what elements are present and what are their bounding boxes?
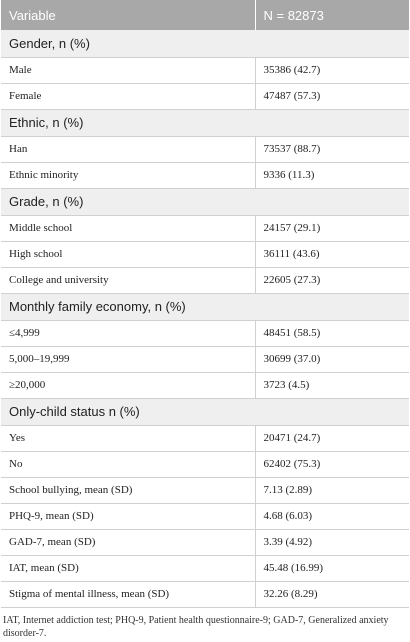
cell: Male — [1, 57, 255, 84]
cell: 7.13 (2.89) — [254, 477, 409, 504]
section-row: Gender, n (%) — [1, 30, 409, 58]
data-row: Yes 20471 (24.7) — [1, 425, 409, 452]
cell: Yes — [1, 425, 255, 452]
cell: 9336 (11.3) — [254, 162, 409, 189]
cell: GAD-7, mean (SD) — [1, 529, 255, 556]
table: Variable N = 82873 Gender, n (%) Male 35386 … — [1, 0, 409, 608]
footnote: IAT, Internet addiction test; PHQ-9, Pat… — [3, 614, 389, 639]
section-row: Ethnic, n (%) — [1, 109, 409, 137]
cell: 30699 (37.0) — [254, 346, 409, 373]
cell: 73537 (88.7) — [254, 136, 409, 163]
cell: 3.39 (4.92) — [254, 529, 409, 556]
data-row: ≤4,999 48451 (58.5) — [1, 320, 409, 347]
data-row: School bullying, mean (SD) 7.13 (2.89) — [1, 477, 409, 504]
cell: 22605 (27.3) — [254, 267, 409, 294]
cell: 3723 (4.5) — [254, 372, 409, 399]
cell: College and university — [1, 267, 255, 294]
section-cell: Grade, n (%) — [1, 188, 409, 216]
cell: No — [1, 451, 255, 478]
cell: 62402 (75.3) — [254, 451, 409, 478]
data-row: Han 73537 (88.7) — [1, 136, 409, 163]
cell: Han — [1, 136, 255, 163]
header-row: Variable N = 82873 — [1, 0, 409, 30]
data-row: Female 47487 (57.3) — [1, 83, 409, 110]
cell: 36111 (43.6) — [254, 241, 409, 268]
cell: School bullying, mean (SD) — [1, 477, 255, 504]
cell: 47487 (57.3) — [254, 83, 409, 110]
cell: 48451 (58.5) — [254, 320, 409, 347]
data-row: No 62402 (75.3) — [1, 451, 409, 478]
section-cell: Gender, n (%) — [1, 30, 409, 58]
data-row: College and university 22605 (27.3) — [1, 267, 409, 294]
section-cell: Only-child status n (%) — [1, 398, 409, 426]
header-cell: N = 82873 — [254, 0, 409, 30]
cell: 24157 (29.1) — [254, 215, 409, 242]
cell: 35386 (42.7) — [254, 57, 409, 84]
cell: 45.48 (16.99) — [254, 555, 409, 582]
section-row: Monthly family economy, n (%) — [1, 293, 409, 321]
data-row: High school 36111 (43.6) — [1, 241, 409, 268]
cell: 20471 (24.7) — [254, 425, 409, 452]
data-row: Ethnic minority 9336 (11.3) — [1, 162, 409, 189]
cell: Female — [1, 83, 255, 110]
section-row: Only-child status n (%) — [1, 398, 409, 426]
data-row: 5,000–19,999 30699 (37.0) — [1, 346, 409, 373]
cell: ≤4,999 — [1, 320, 255, 347]
data-row: PHQ-9, mean (SD) 4.68 (6.03) — [1, 503, 409, 530]
cell: ≥20,000 — [1, 372, 255, 399]
section-cell: Monthly family economy, n (%) — [1, 293, 409, 321]
section-row: Grade, n (%) — [1, 188, 409, 216]
cell: 5,000–19,999 — [1, 346, 255, 373]
cell: High school — [1, 241, 255, 268]
data-row: Middle school 24157 (29.1) — [1, 215, 409, 242]
cell: 32.26 (8.29) — [254, 581, 409, 608]
cell: Stigma of mental illness, mean (SD) — [1, 581, 255, 608]
data-row: Male 35386 (42.7) — [1, 57, 409, 84]
data-row: ≥20,000 3723 (4.5) — [1, 372, 409, 399]
cell: 4.68 (6.03) — [254, 503, 409, 530]
data-row: IAT, mean (SD) 45.48 (16.99) — [1, 555, 409, 582]
cell: PHQ-9, mean (SD) — [1, 503, 255, 530]
data-row: Stigma of mental illness, mean (SD) 32.26… — [1, 581, 409, 608]
section-cell: Ethnic, n (%) — [1, 109, 409, 137]
header-cell: Variable — [1, 0, 255, 30]
cell: Middle school — [1, 215, 255, 242]
cell: IAT, mean (SD) — [1, 555, 255, 582]
cell: Ethnic minority — [1, 162, 255, 189]
data-row: GAD-7, mean (SD) 3.39 (4.92) — [1, 529, 409, 556]
